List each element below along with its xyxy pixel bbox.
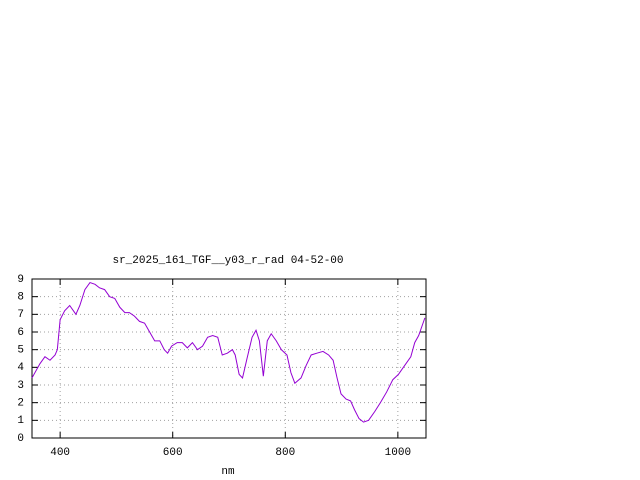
x-tick-label: 800 — [275, 447, 295, 459]
chart-title: sr_2025_161_TGF__y03_r_rad 04-52-00 — [112, 255, 343, 267]
x-tick-label: 600 — [163, 447, 183, 459]
y-tick-label: 4 — [17, 362, 24, 374]
data-line — [31, 281, 426, 423]
y-tick-label: 9 — [17, 274, 24, 286]
y-tick-label: 3 — [17, 380, 24, 392]
plot-frame — [31, 278, 427, 439]
y-tick-label: 7 — [17, 309, 24, 321]
y-tick-label: 1 — [17, 415, 24, 427]
y-tick-label: 8 — [17, 292, 24, 304]
y-tick-label: 2 — [17, 398, 24, 410]
y-tick-label: 6 — [17, 327, 24, 339]
x-tick-label: 400 — [50, 447, 70, 459]
y-tick-label: 0 — [17, 433, 24, 445]
x-tick-label: 1000 — [385, 447, 411, 459]
y-tick-label: 5 — [17, 345, 24, 357]
x-axis-label: nm — [221, 466, 235, 478]
